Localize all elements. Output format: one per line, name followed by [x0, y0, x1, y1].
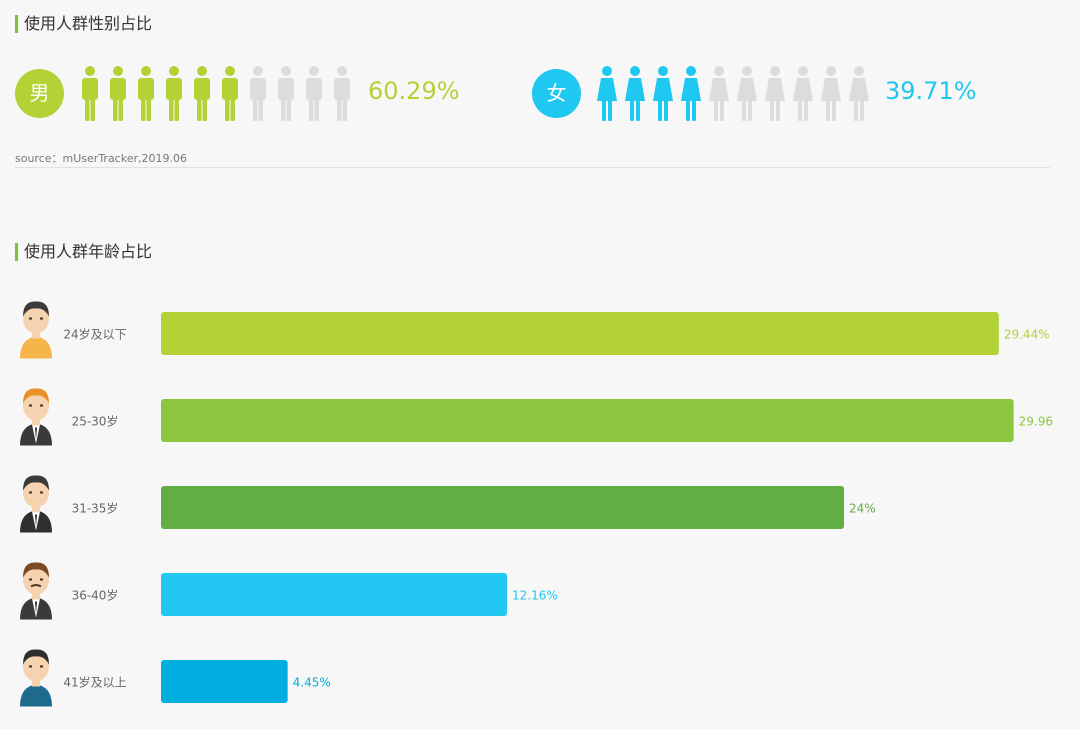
- male-person-icon: [222, 66, 238, 121]
- age-category-label: 36-40岁: [72, 588, 119, 603]
- age-value-label: 29.96: [1019, 415, 1053, 429]
- age-category-label: 24岁及以下: [63, 327, 126, 342]
- male-person-icon: [166, 66, 182, 121]
- age-value-label: 29.44%: [1004, 328, 1050, 342]
- female-person-icon: [849, 66, 869, 121]
- age-bar-chart: 24岁及以下 29.44% 25-30岁 29.96 31-35岁 24% 36-40岁 12…: [20, 301, 1053, 707]
- age-row: 24岁及以下 29.44%: [20, 301, 1050, 359]
- age-row: 36-40岁 12.16%: [20, 562, 558, 620]
- age-category-label: 25-30岁: [72, 414, 119, 429]
- male-badge: 男: [15, 69, 64, 118]
- female-person-icon: [793, 66, 813, 121]
- age-bar: [161, 399, 1014, 442]
- female-people-icons: [595, 63, 875, 123]
- male-people-svg: [82, 66, 350, 121]
- male-person-icon: [334, 66, 350, 121]
- age-row: 25-30岁 29.96: [20, 388, 1053, 446]
- age-category-label: 41岁及以上: [63, 675, 126, 690]
- age-bar: [161, 573, 508, 616]
- age-bar: [161, 312, 999, 355]
- male-person-icon: [82, 66, 98, 121]
- avatar-icon: [20, 475, 52, 533]
- age-value-label: 12.16%: [512, 589, 558, 603]
- female-person-icon: [625, 66, 645, 121]
- divider: [15, 167, 1050, 168]
- age-row: 31-35岁 24%: [20, 475, 876, 533]
- male-person-icon: [278, 66, 294, 121]
- male-person-icon: [194, 66, 210, 121]
- male-person-icon: [306, 66, 322, 121]
- age-value-label: 24%: [849, 502, 876, 516]
- age-category-label: 31-35岁: [72, 501, 119, 516]
- female-person-icon: [653, 66, 673, 121]
- male-people-icons: [78, 63, 358, 123]
- age-value-label: 4.45%: [293, 676, 331, 690]
- age-bar: [161, 486, 845, 529]
- female-person-icon: [765, 66, 785, 121]
- female-people-svg: [597, 66, 869, 121]
- avatar-icon: [20, 649, 52, 707]
- female-person-icon: [737, 66, 757, 121]
- female-person-icon: [681, 66, 701, 121]
- female-person-icon: [597, 66, 617, 121]
- avatar-icon: [20, 388, 52, 446]
- male-percentage: 60.29%: [368, 77, 460, 105]
- age-row: 41岁及以上 4.45%: [20, 649, 331, 707]
- male-person-icon: [250, 66, 266, 121]
- female-percentage: 39.71%: [885, 77, 977, 105]
- gender-section-title: 使用人群性别占比: [15, 14, 152, 34]
- female-badge: 女: [532, 69, 581, 118]
- male-person-icon: [138, 66, 154, 121]
- female-person-icon: [709, 66, 729, 121]
- avatar-icon: [20, 562, 52, 620]
- female-person-icon: [821, 66, 841, 121]
- age-section-title: 使用人群年龄占比: [15, 242, 152, 262]
- avatar-icon: [20, 301, 52, 359]
- age-bar: [161, 660, 288, 703]
- male-person-icon: [110, 66, 126, 121]
- source-note: source：mUserTracker,2019.06: [15, 152, 187, 165]
